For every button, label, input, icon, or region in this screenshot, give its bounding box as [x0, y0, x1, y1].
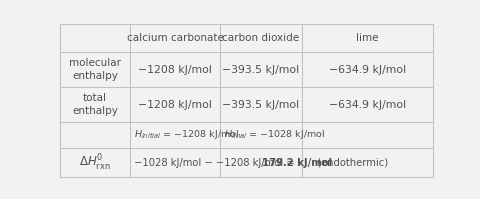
Text: −634.9 kJ/mol: −634.9 kJ/mol	[328, 65, 405, 75]
Text: (endothermic): (endothermic)	[313, 158, 387, 168]
Text: −634.9 kJ/mol: −634.9 kJ/mol	[328, 100, 405, 110]
Text: −1028 kJ/mol − −1208 kJ/mol =: −1028 kJ/mol − −1208 kJ/mol =	[133, 158, 297, 168]
Text: total
enthalpy: total enthalpy	[72, 93, 118, 116]
Text: −393.5 kJ/mol: −393.5 kJ/mol	[222, 65, 299, 75]
Text: carbon dioxide: carbon dioxide	[222, 33, 299, 43]
Text: −393.5 kJ/mol: −393.5 kJ/mol	[222, 100, 299, 110]
Text: $\Delta H^{0}_{\rm rxn}$: $\Delta H^{0}_{\rm rxn}$	[79, 152, 110, 173]
Text: −1208 kJ/mol: −1208 kJ/mol	[138, 65, 212, 75]
Text: molecular
enthalpy: molecular enthalpy	[69, 58, 121, 81]
Text: calcium carbonate: calcium carbonate	[126, 33, 223, 43]
Text: −1208 kJ/mol: −1208 kJ/mol	[138, 100, 212, 110]
Text: $H_{\mathit{initial}}$ = −1208 kJ/mol: $H_{\mathit{initial}}$ = −1208 kJ/mol	[133, 129, 238, 141]
Text: lime: lime	[355, 33, 378, 43]
Text: $H_{\mathit{final}}$ = −1028 kJ/mol: $H_{\mathit{final}}$ = −1028 kJ/mol	[224, 129, 324, 141]
Text: 179.2 kJ/mol: 179.2 kJ/mol	[262, 158, 332, 168]
